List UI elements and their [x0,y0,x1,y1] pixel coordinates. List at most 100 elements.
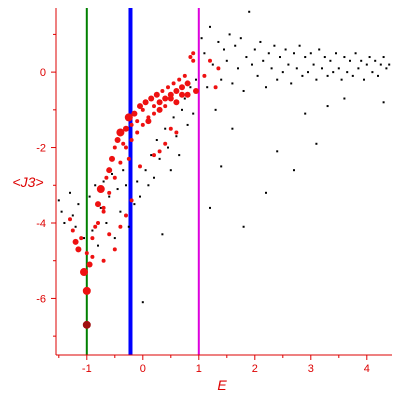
black-point [315,142,318,145]
y-tick-label: -4 [36,218,46,230]
red-point [140,122,145,127]
red-point [179,91,185,98]
black-point [368,56,371,59]
x-tick-label: 4 [364,363,370,375]
black-point [88,195,91,198]
black-point [276,150,279,153]
red-point [140,107,145,112]
red-point [188,55,193,60]
red-point [95,201,101,208]
black-point [214,108,217,111]
black-point [332,71,335,74]
black-point [141,301,144,304]
black-point [301,74,304,77]
black-point [178,154,181,157]
black-point [281,71,284,74]
axes: -1 0 1 2 3 4 0 -2 -4 -6 [36,8,392,375]
red-point [126,156,131,161]
black-point [111,172,113,175]
red-point [213,85,218,90]
black-point [256,74,259,77]
black-point [304,56,307,59]
red-point [86,261,93,268]
black-point [363,78,365,81]
red-point [84,251,89,256]
red-point [68,217,72,222]
red-point [166,85,170,90]
red-point [96,185,105,194]
black-point [251,63,253,66]
black-point [273,44,276,47]
black-point [99,206,102,209]
red-point [107,190,112,195]
black-point [122,169,125,172]
black-point [377,74,379,77]
red-point [121,141,126,146]
black-point [242,225,245,228]
black-point [312,63,315,66]
red-point [162,95,169,102]
red-point [179,84,185,91]
red-point [104,175,109,180]
red-point [118,224,123,229]
black-point [225,59,228,62]
black-point [77,203,80,206]
black-point [293,169,295,172]
black-point [60,210,63,213]
red-point-series [68,51,221,329]
black-point [298,44,301,47]
black-point [63,221,66,224]
black-point [248,10,251,13]
red-point [106,167,113,174]
black-point [349,59,351,62]
black-point [262,59,265,62]
black-point [307,71,309,74]
black-point [69,191,71,194]
black-point [203,52,206,55]
black-point [186,123,189,126]
black-point [335,52,337,55]
red-point [137,103,143,110]
x-tick-label: 3 [308,363,314,375]
black-point [192,112,195,115]
black-point [276,78,279,81]
red-point [118,160,123,165]
black-point [172,116,175,119]
red-point [191,58,196,63]
red-point [101,205,106,210]
black-point [147,184,150,187]
black-point [71,214,74,217]
red-point [157,149,162,154]
red-point [96,220,100,225]
red-point [177,77,182,82]
x-tick-label: 0 [140,363,146,375]
red-point [129,122,134,127]
black-point [119,210,122,213]
black-point [83,237,85,240]
red-point [135,119,140,124]
black-point [340,78,343,81]
black-point [329,59,332,62]
black-point [183,97,186,100]
red-point [138,164,142,169]
red-point [168,126,173,131]
black-point-series [57,10,391,304]
red-point [152,111,156,116]
black-point [127,225,130,228]
vertical-lines [85,8,200,355]
black-point [133,203,136,206]
black-point [153,176,155,179]
black-point [354,52,357,55]
x-tick-label: -1 [82,363,92,375]
black-point [97,244,99,247]
y-tick-label: -2 [36,143,46,155]
red-point [152,153,156,158]
red-point [163,104,168,109]
black-point [57,199,60,202]
black-point [279,56,281,59]
black-point [284,48,287,51]
black-point [267,52,270,55]
red-point [191,51,196,56]
black-point [287,63,290,66]
